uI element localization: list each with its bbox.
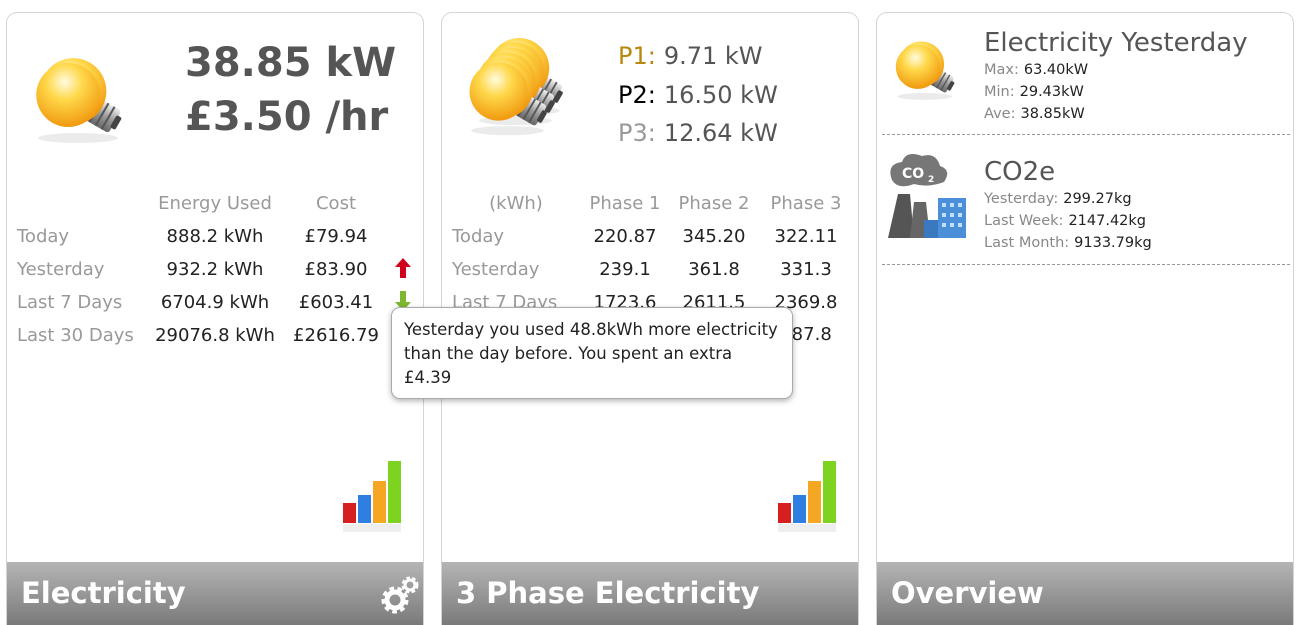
row-label: Today [452, 220, 504, 253]
stat-value: 2147.42kg [1068, 213, 1146, 229]
phase-value: 16.50 kW [664, 81, 778, 109]
stat-value: 299.27kg [1063, 191, 1131, 207]
card-footer[interactable]: Electricity [7, 562, 423, 625]
column-header: Phase 3 [736, 187, 876, 220]
phase-value: 12.64 kW [664, 119, 778, 147]
stat-label: Yesterday: [984, 191, 1058, 207]
separator [882, 134, 1290, 135]
stat-label: Last Week: [984, 213, 1063, 229]
dashboard: Electricity 38.85 kW £3.50 /hr Energy Us… [0, 0, 1300, 625]
chart-icon[interactable] [343, 461, 405, 533]
stat-label: Min: [984, 84, 1015, 100]
cell: £603.41 [266, 286, 406, 319]
card: Overview [876, 12, 1294, 625]
section-heading: CO2e [984, 157, 1055, 187]
bulb-icon [890, 40, 966, 102]
phase-value: 9.71 kW [664, 42, 763, 70]
cell: 6704.9 kWh [145, 286, 285, 319]
svg-text:CO: CO [902, 166, 924, 182]
card-title[interactable]: Overview [891, 576, 1044, 610]
cell: 29076.8 kWh [145, 319, 285, 352]
row-label: Yesterday [452, 253, 539, 286]
phase-label: P2: [618, 81, 656, 109]
stat-line: Yesterday: 299.27kg [984, 191, 1132, 207]
card-footer[interactable]: Overview [877, 562, 1293, 625]
svg-text:2: 2 [928, 175, 934, 185]
power: 38.85 kW [185, 40, 396, 86]
stat-line: Min: 29.43kW [984, 84, 1084, 100]
bulb-icon [28, 56, 138, 146]
cell: 932.2 kWh [145, 253, 285, 286]
column-header: Energy Used [145, 187, 285, 220]
stat-value: 63.40kW [1024, 62, 1088, 78]
cost-rate: £3.50 /hr [185, 94, 388, 140]
stat-value: 29.43kW [1020, 84, 1084, 100]
co2-icon: CO 2 [884, 150, 970, 242]
card-title[interactable]: 3 Phase Electricity [456, 576, 759, 610]
stat-line: Last Month: 9133.79kg [984, 235, 1152, 251]
stat-label: Last Month: [984, 235, 1069, 251]
section-heading: Electricity Yesterday [984, 28, 1248, 58]
cell: 331.3 [736, 253, 876, 286]
stat-label: Max: [984, 62, 1019, 78]
card-footer[interactable]: 3 Phase Electricity [442, 562, 858, 625]
stat-label: Ave: [984, 106, 1015, 122]
cell: 322.11 [736, 220, 876, 253]
cell: 888.2 kWh [145, 220, 285, 253]
separator [882, 264, 1290, 265]
row-label: Last 7 Days [17, 286, 122, 319]
settings-icon[interactable] [379, 574, 421, 616]
card-title[interactable]: Electricity [21, 576, 186, 610]
row-label: Today [17, 220, 69, 253]
stat-line: Last Week: 2147.42kg [984, 213, 1146, 229]
cell: £2616.79 [266, 319, 406, 352]
row-label: Last 30 Days [17, 319, 134, 352]
stat-line: Max: 63.40kW [984, 62, 1088, 78]
tooltip: Yesterday you used 48.8kWh more electric… [391, 307, 793, 399]
stat-line: Ave: 38.85kW [984, 106, 1085, 122]
cell: £79.94 [266, 220, 406, 253]
phase-label: P1: [618, 42, 656, 70]
row-label: Yesterday [17, 253, 104, 286]
stat-value: 38.85kW [1020, 106, 1084, 122]
stat-value: 9133.79kg [1074, 235, 1152, 251]
phase-label: P3: [618, 119, 656, 147]
cell: £83.90 [266, 253, 406, 286]
chart-icon[interactable] [778, 461, 840, 533]
column-header: Cost [266, 187, 406, 220]
bulb-icon [462, 56, 562, 138]
